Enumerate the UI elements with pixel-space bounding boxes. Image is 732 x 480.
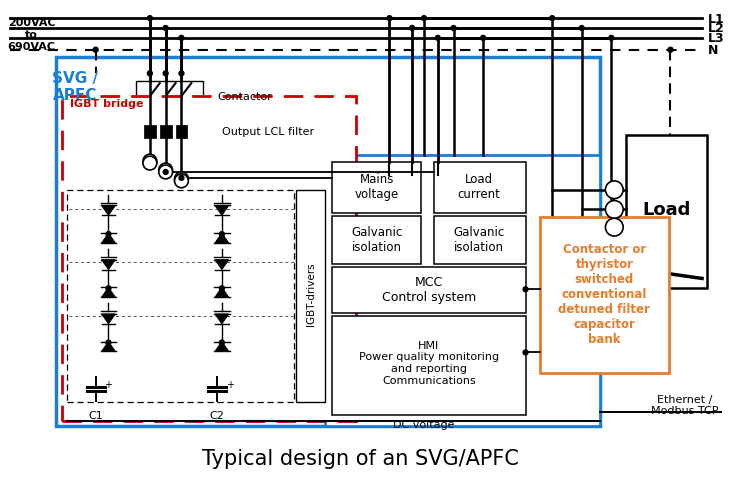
Bar [332, 163, 421, 214]
Bar [434, 163, 526, 214]
Text: L1: L1 [708, 12, 725, 25]
Bar [144, 125, 156, 139]
Text: L2: L2 [708, 23, 725, 36]
Text: IGBT-drivers: IGBT-drivers [305, 262, 315, 325]
Circle shape [220, 232, 224, 237]
Circle shape [159, 164, 173, 178]
Text: 200VAC
to
690VAC: 200VAC to 690VAC [7, 18, 56, 51]
Circle shape [106, 286, 111, 291]
Text: Ethernet /
Modbus TCP: Ethernet / Modbus TCP [651, 394, 718, 416]
Circle shape [220, 340, 224, 345]
Text: L3: L3 [708, 32, 725, 45]
Polygon shape [102, 342, 116, 352]
Bar [176, 125, 187, 139]
Bar [540, 218, 668, 373]
Polygon shape [215, 260, 229, 270]
Circle shape [106, 232, 111, 237]
Polygon shape [102, 314, 116, 324]
Bar [326, 156, 600, 426]
Bar [296, 190, 326, 402]
Text: Contactor or
thyristor
switched
conventional
detuned filter
capacitor
bank: Contactor or thyristor switched conventi… [559, 242, 650, 345]
Text: Typical design of an SVG/APFC: Typical design of an SVG/APFC [203, 448, 519, 468]
Circle shape [605, 181, 623, 199]
Bar [160, 125, 171, 139]
Bar [332, 316, 526, 415]
Polygon shape [102, 288, 116, 298]
Polygon shape [102, 260, 116, 270]
Polygon shape [102, 206, 116, 216]
Polygon shape [215, 314, 229, 324]
Text: C1: C1 [89, 409, 103, 420]
Text: SVG /
APFC: SVG / APFC [52, 71, 98, 103]
Polygon shape [215, 288, 229, 298]
Text: C2: C2 [209, 409, 225, 420]
Circle shape [387, 17, 392, 22]
Circle shape [174, 173, 188, 186]
Circle shape [143, 155, 157, 168]
Bar [136, 82, 203, 115]
Polygon shape [215, 234, 229, 243]
Circle shape [106, 340, 111, 345]
Text: Galvanic
isolation: Galvanic isolation [351, 226, 403, 253]
Text: MCC
Control system: MCC Control system [382, 276, 476, 304]
Circle shape [523, 350, 528, 355]
Text: Load
current: Load current [458, 172, 501, 200]
Circle shape [451, 26, 456, 31]
Circle shape [143, 157, 157, 170]
Polygon shape [102, 234, 116, 243]
Circle shape [174, 175, 188, 188]
Text: Load: Load [643, 201, 691, 219]
Circle shape [550, 17, 555, 22]
Circle shape [605, 201, 623, 219]
Circle shape [147, 17, 152, 22]
Bar [626, 136, 707, 288]
Text: IGBT bridge: IGBT bridge [70, 99, 143, 108]
Text: DC voltage: DC voltage [393, 420, 455, 430]
Text: Output LCL filter: Output LCL filter [222, 126, 314, 136]
Bar [434, 217, 526, 264]
Bar [332, 217, 421, 264]
Circle shape [605, 219, 623, 237]
Text: Mains
voltage: Mains voltage [354, 172, 399, 200]
Bar [332, 267, 526, 313]
Circle shape [410, 26, 414, 31]
Circle shape [93, 48, 98, 53]
Bar [67, 190, 294, 402]
Circle shape [179, 72, 184, 77]
Bar [62, 97, 356, 421]
Circle shape [163, 72, 168, 77]
Circle shape [436, 36, 440, 41]
Circle shape [179, 176, 184, 181]
Circle shape [147, 72, 152, 77]
Polygon shape [215, 206, 229, 216]
Bar [56, 58, 600, 426]
Circle shape [523, 287, 528, 292]
Text: +: + [225, 379, 234, 389]
Circle shape [609, 36, 614, 41]
Circle shape [159, 166, 173, 180]
Text: Galvanic
isolation: Galvanic isolation [454, 226, 505, 253]
Circle shape [163, 170, 168, 175]
Circle shape [422, 17, 427, 22]
Text: HMI
Power quality monitoring
and reporting
Communications: HMI Power quality monitoring and reporti… [359, 340, 499, 385]
Circle shape [220, 286, 224, 291]
Text: +: + [105, 379, 113, 389]
Text: Contactor: Contactor [217, 92, 272, 102]
Circle shape [481, 36, 485, 41]
Circle shape [163, 26, 168, 31]
Polygon shape [215, 342, 229, 352]
Circle shape [179, 36, 184, 41]
Circle shape [579, 26, 584, 31]
Text: N: N [708, 44, 718, 57]
Circle shape [668, 48, 673, 53]
